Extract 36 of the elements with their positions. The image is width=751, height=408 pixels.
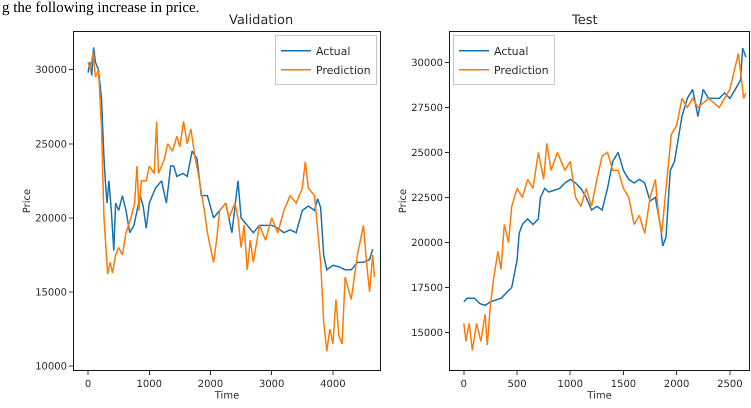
y-tick-label: 15000 [35, 288, 67, 299]
y-tick-label: 10000 [35, 362, 67, 373]
x-tick-label: 1000 [136, 379, 162, 390]
line-series [87, 46, 374, 271]
x-tick-label: 1000 [558, 379, 583, 390]
y-axis-title: Price [22, 188, 34, 214]
y-tick-label: 20000 [411, 238, 443, 249]
y-tick-label: 17500 [411, 282, 443, 294]
chart-title: Test [571, 13, 598, 28]
legend-label: Actual [494, 45, 528, 58]
y-tick-label: 30000 [411, 58, 443, 69]
x-tick-label: 2000 [198, 379, 224, 390]
line-series [463, 47, 747, 306]
x-tick-label: 500 [507, 379, 527, 390]
x-tick-label: 0 [84, 379, 92, 390]
x-tick-label: 4000 [320, 379, 346, 390]
legend-label: Prediction [494, 64, 549, 78]
x-tick-label: 1500 [610, 379, 636, 390]
x-tick-label: 0 [460, 379, 468, 390]
y-tick-label: 25000 [411, 148, 443, 159]
x-axis-title: Time [586, 390, 612, 402]
y-tick-label: 30000 [35, 65, 67, 76]
x-tick-label: 2000 [664, 379, 690, 390]
y-tick-label: 27500 [411, 102, 443, 114]
legend-label: Actual [316, 45, 350, 58]
y-axis-title: Price [398, 188, 410, 214]
chart-title: Validation [229, 13, 294, 28]
text: g the following increase in price. [2, 0, 200, 16]
x-axis-title: Time [214, 390, 240, 402]
y-tick-label: 25000 [35, 139, 67, 150]
y-tick-label: 15000 [411, 328, 443, 339]
x-tick-label: 3000 [258, 379, 284, 390]
legend-label: Prediction [316, 64, 371, 78]
x-tick-label: 2500 [717, 379, 743, 390]
y-tick-label: 22500 [411, 192, 443, 204]
y-tick-label: 20000 [35, 213, 67, 224]
